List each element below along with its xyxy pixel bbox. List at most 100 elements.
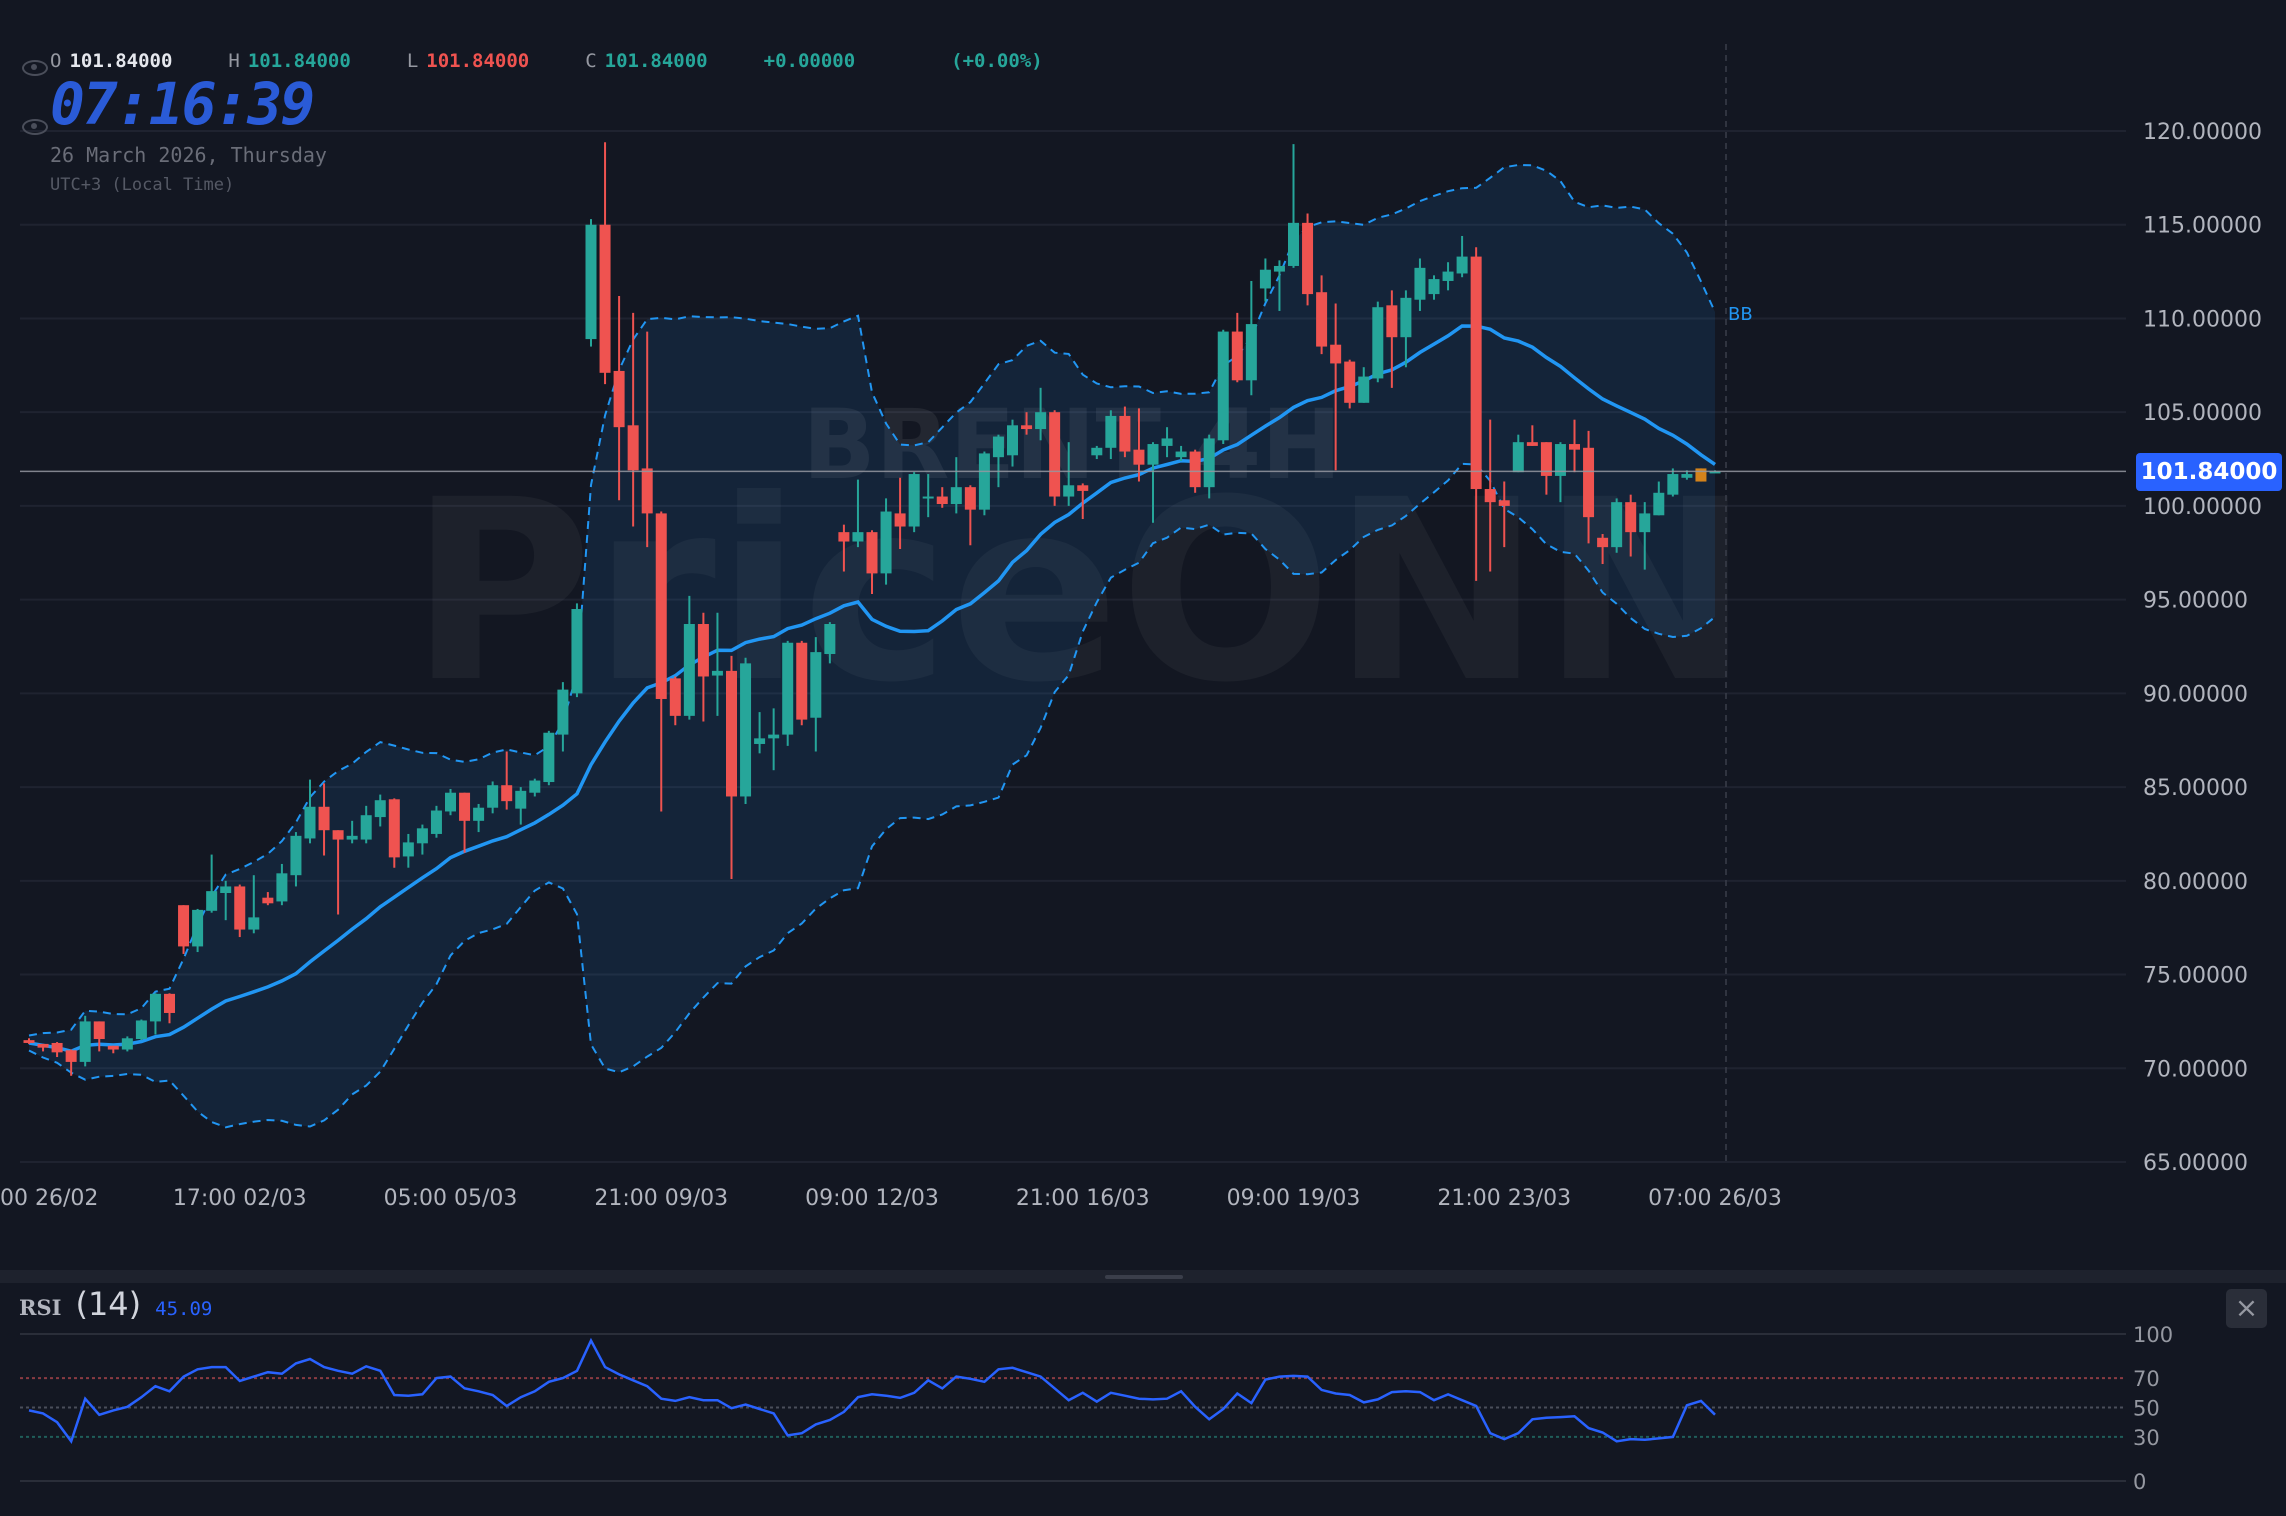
candle xyxy=(796,640,808,726)
candle-body xyxy=(978,453,990,510)
candle xyxy=(992,434,1004,488)
candle xyxy=(1386,290,1398,388)
candle-body xyxy=(880,511,892,574)
candle-body xyxy=(416,828,428,844)
candle xyxy=(23,1038,35,1044)
candle xyxy=(950,457,962,514)
candle xyxy=(1625,494,1637,557)
candle-body xyxy=(121,1038,133,1050)
candle-body xyxy=(290,835,302,876)
candle xyxy=(1611,498,1623,553)
candle-body xyxy=(1372,307,1384,379)
candle-body xyxy=(1147,444,1159,465)
candle xyxy=(1344,359,1356,409)
x-tick-label: 21:00 09/03 xyxy=(594,1186,728,1211)
candle-body xyxy=(332,830,344,840)
candle-body xyxy=(711,670,723,676)
candle xyxy=(1484,419,1496,572)
x-tick-label: 05:00 05/03 xyxy=(384,1186,518,1211)
candle xyxy=(1245,280,1257,396)
rsi-level-label: 100 xyxy=(2133,1323,2173,1347)
candle-body xyxy=(1091,447,1103,456)
timezone-label: UTC+3 (Local Time) xyxy=(50,175,235,195)
rsi-value: 45.09 xyxy=(155,1298,213,1320)
candle xyxy=(543,730,555,786)
candle xyxy=(206,854,218,913)
candle xyxy=(1259,258,1271,302)
candle-body xyxy=(1526,442,1538,446)
high-value: 101.84000 xyxy=(247,50,351,72)
candle xyxy=(894,477,906,550)
candle-body xyxy=(1273,265,1285,272)
candle-body xyxy=(1105,415,1117,448)
candle-body xyxy=(1161,438,1173,446)
candle-body xyxy=(992,436,1004,458)
candle-body xyxy=(1653,492,1665,516)
candle-body xyxy=(1709,471,1721,474)
candle xyxy=(178,905,190,954)
candle-body xyxy=(1288,222,1299,266)
candle-body xyxy=(585,224,597,340)
candle-body xyxy=(1063,485,1075,497)
candle xyxy=(234,884,246,938)
candle xyxy=(501,751,513,810)
bb-middle-band xyxy=(28,324,1716,1054)
candle xyxy=(1512,434,1524,473)
eye-icon[interactable] xyxy=(22,60,48,76)
candle-body xyxy=(1583,447,1595,518)
x-tick-label: 07:00 26/03 xyxy=(1648,1186,1782,1211)
candle xyxy=(1147,442,1159,523)
candle-body xyxy=(1231,331,1243,381)
candle-body xyxy=(964,487,976,510)
eye-icon[interactable] xyxy=(22,119,48,135)
candle-body xyxy=(1597,537,1609,548)
candle xyxy=(1639,502,1651,570)
date-label: 26 March 2026, Thursday xyxy=(50,143,327,167)
candle-body xyxy=(543,732,555,783)
rsi-legend: RSI (14) 45.09 xyxy=(19,1285,212,1323)
y-tick-label: 95.00000 xyxy=(2143,589,2248,614)
candle-body xyxy=(1049,412,1061,497)
candle-body xyxy=(248,917,260,930)
resize-handle[interactable] xyxy=(1105,1275,1183,1279)
candle xyxy=(79,1015,91,1067)
candle-body xyxy=(740,663,752,797)
candle-body xyxy=(107,1045,119,1050)
candle-body xyxy=(1133,449,1145,465)
y-tick-label: 85.00000 xyxy=(2143,776,2248,801)
candle-body xyxy=(1611,502,1623,548)
candle xyxy=(164,993,175,1024)
x-tick-label: 21:00 16/03 xyxy=(1016,1186,1150,1211)
candle xyxy=(515,787,527,825)
candle-body xyxy=(374,800,386,818)
candle xyxy=(135,1019,147,1041)
candle-body xyxy=(908,474,920,527)
candle-body xyxy=(1344,361,1356,403)
clock: 07:16:39 xyxy=(50,70,315,138)
close-rsi-button[interactable]: × xyxy=(2226,1289,2267,1328)
candle-body xyxy=(402,842,414,857)
candle-body xyxy=(23,1040,35,1043)
candle xyxy=(107,1045,119,1054)
current-price-tag: 101.84000 xyxy=(2136,453,2282,491)
y-tick-label: 100.00000 xyxy=(2143,495,2262,520)
candle xyxy=(1442,262,1454,291)
candle-body xyxy=(1498,500,1510,506)
candle-body xyxy=(1456,256,1468,274)
candle-body xyxy=(950,487,962,505)
candle-body xyxy=(599,224,611,373)
candle xyxy=(1217,329,1229,445)
candle-body xyxy=(697,624,709,677)
candle xyxy=(697,612,709,722)
candle xyxy=(192,908,204,953)
candle xyxy=(557,682,569,752)
y-tick-label: 65.00000 xyxy=(2143,1151,2248,1176)
candle xyxy=(1288,144,1299,268)
candle xyxy=(866,530,878,595)
candle xyxy=(1063,442,1075,506)
candle xyxy=(1414,258,1426,311)
candle xyxy=(768,708,780,771)
candle-body xyxy=(1035,412,1047,430)
candle-body xyxy=(93,1021,105,1040)
